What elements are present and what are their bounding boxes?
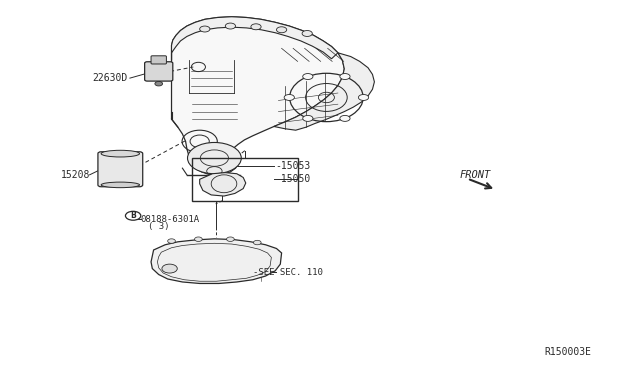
Circle shape [162, 264, 177, 273]
Bar [192, 158, 298, 201]
Polygon shape [274, 53, 374, 130]
Circle shape [340, 115, 350, 121]
Circle shape [155, 81, 163, 86]
Circle shape [168, 239, 175, 243]
Circle shape [284, 94, 294, 100]
FancyBboxPatch shape [98, 152, 143, 187]
Text: -SEE SEC. 110: -SEE SEC. 110 [253, 268, 323, 277]
Circle shape [200, 26, 210, 32]
Text: FRONT: FRONT [460, 170, 491, 180]
Circle shape [188, 142, 241, 174]
Ellipse shape [101, 150, 140, 157]
Circle shape [253, 240, 261, 245]
Circle shape [358, 94, 369, 100]
Text: R150003E: R150003E [544, 347, 591, 356]
Circle shape [195, 237, 202, 241]
Text: B: B [131, 211, 136, 220]
Text: 15208: 15208 [61, 170, 90, 180]
Circle shape [251, 24, 261, 30]
Circle shape [303, 115, 313, 121]
Text: ( 3): ( 3) [148, 222, 170, 231]
Circle shape [276, 27, 287, 33]
Circle shape [340, 74, 350, 80]
FancyBboxPatch shape [145, 62, 173, 81]
Circle shape [302, 31, 312, 36]
Polygon shape [200, 173, 246, 196]
Circle shape [225, 23, 236, 29]
Polygon shape [172, 17, 344, 175]
FancyBboxPatch shape [151, 56, 166, 64]
Circle shape [227, 237, 234, 241]
Circle shape [303, 74, 313, 80]
Text: -15050: -15050 [275, 174, 310, 183]
Circle shape [125, 211, 141, 220]
Polygon shape [172, 17, 338, 60]
Ellipse shape [101, 182, 140, 187]
Text: 08188-6301A: 08188-6301A [141, 215, 200, 224]
Polygon shape [151, 239, 282, 283]
Text: -15053: -15053 [275, 161, 310, 170]
Text: 22630D: 22630D [93, 73, 128, 83]
